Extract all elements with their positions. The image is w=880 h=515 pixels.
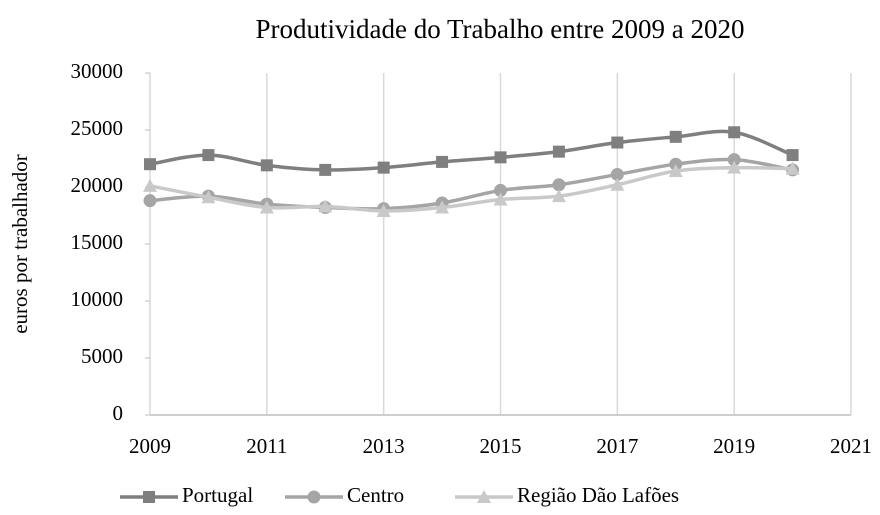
- x-tick-label: 2011: [246, 434, 287, 458]
- legend-marker: [143, 491, 155, 503]
- data-point: [494, 151, 507, 164]
- y-tick-label: 25000: [71, 116, 124, 140]
- y-tick-label: 30000: [71, 59, 124, 83]
- y-axis-label: euros por trabalhador: [8, 154, 32, 334]
- data-point: [260, 159, 273, 172]
- data-point: [202, 149, 215, 162]
- data-point: [318, 199, 333, 213]
- data-point: [552, 178, 566, 192]
- data-point: [376, 203, 391, 217]
- series-line: [149, 157, 793, 211]
- x-tick-label: 2009: [129, 434, 171, 458]
- x-tick-label: 2013: [363, 434, 405, 458]
- data-point: [493, 192, 508, 206]
- data-point: [727, 160, 742, 174]
- y-tick-label: 5000: [81, 344, 123, 368]
- data-point: [727, 153, 741, 167]
- data-point: [435, 200, 450, 214]
- y-tick-label: 15000: [71, 230, 124, 254]
- data-point: [494, 183, 507, 197]
- y-tick-label: 20000: [71, 173, 124, 197]
- data-point: [551, 189, 566, 203]
- data-point: [552, 145, 565, 158]
- legend-label: Portugal: [182, 483, 253, 507]
- data-point: [669, 130, 682, 143]
- x-tick-label: 2015: [480, 434, 522, 458]
- data-point: [611, 136, 624, 149]
- data-point: [377, 161, 390, 174]
- legend-marker: [307, 490, 321, 504]
- data-point: [143, 194, 157, 208]
- x-tick-label: 2019: [713, 434, 755, 458]
- legend-label: Região Dão Lafões: [517, 483, 679, 507]
- data-point: [144, 158, 156, 171]
- data-point: [728, 126, 741, 139]
- data-point: [319, 163, 332, 176]
- data-point: [610, 177, 625, 191]
- series-line: [149, 129, 794, 172]
- data-point: [436, 155, 449, 168]
- y-tick-label: 0: [113, 401, 124, 425]
- chart-title: Produtividade do Trabalho entre 2009 a 2…: [256, 14, 745, 44]
- y-tick-label: 10000: [71, 287, 124, 311]
- data-point: [143, 178, 157, 192]
- data-point: [610, 167, 624, 181]
- data-point: [785, 161, 800, 175]
- data-point: [786, 149, 799, 162]
- x-tick-label: 2021: [830, 434, 872, 458]
- data-point: [201, 190, 216, 204]
- data-point: [259, 200, 274, 214]
- legend-marker: [477, 490, 491, 503]
- x-tick-label: 2017: [596, 434, 638, 458]
- data-point: [668, 164, 683, 178]
- legend-label: Centro: [347, 483, 404, 507]
- series-line: [149, 165, 793, 213]
